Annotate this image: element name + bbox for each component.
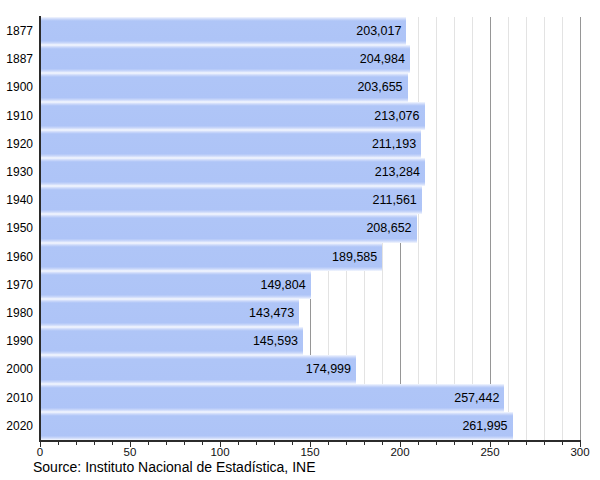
minor-tick bbox=[274, 442, 275, 445]
minor-tick bbox=[508, 442, 509, 445]
bar-row: 261,995 bbox=[40, 412, 580, 440]
bar: 143,473 bbox=[41, 299, 299, 327]
minor-tick bbox=[328, 442, 329, 445]
bar: 213,076 bbox=[41, 102, 425, 130]
bar-row: 208,652 bbox=[40, 214, 580, 242]
y-axis-label: 1920 bbox=[0, 130, 33, 158]
bar-value-label: 208,652 bbox=[366, 214, 411, 242]
y-axis-label: 1887 bbox=[0, 45, 33, 73]
y-axis-label: 1990 bbox=[0, 327, 33, 355]
bar: 208,652 bbox=[41, 214, 417, 242]
x-axis-tick-label: 100 bbox=[210, 446, 229, 458]
minor-tick bbox=[256, 442, 257, 445]
bar-row: 203,017 bbox=[40, 17, 580, 45]
y-axis-label: 1910 bbox=[0, 102, 33, 130]
x-axis-tick-label: 300 bbox=[570, 446, 589, 458]
bar-value-label: 149,804 bbox=[260, 271, 305, 299]
bar-value-label: 203,017 bbox=[356, 17, 401, 45]
bar: 257,442 bbox=[41, 384, 504, 412]
bar-row: 204,984 bbox=[40, 45, 580, 73]
bar-value-label: 257,442 bbox=[454, 384, 499, 412]
bar-value-label: 213,076 bbox=[374, 102, 419, 130]
bar-row: 143,473 bbox=[40, 299, 580, 327]
bar-value-label: 143,473 bbox=[249, 299, 294, 327]
y-axis-label: 2010 bbox=[0, 384, 33, 412]
x-axis-tick-label: 50 bbox=[124, 446, 137, 458]
minor-tick bbox=[184, 442, 185, 445]
minor-tick bbox=[58, 442, 59, 445]
bar-row: 203,655 bbox=[40, 73, 580, 101]
bar-row: 211,561 bbox=[40, 186, 580, 214]
minor-tick bbox=[454, 442, 455, 445]
bar-row: 257,442 bbox=[40, 384, 580, 412]
source-text: Source: Instituto Nacional de Estadístic… bbox=[33, 459, 315, 475]
bar-value-label: 211,193 bbox=[372, 130, 416, 158]
y-axis-label: 1970 bbox=[0, 271, 33, 299]
minor-tick bbox=[418, 442, 419, 445]
minor-tick bbox=[562, 442, 563, 445]
bar-row: 174,999 bbox=[40, 355, 580, 383]
bar-value-label: 189,585 bbox=[332, 243, 377, 271]
minor-tick bbox=[382, 442, 383, 445]
minor-tick bbox=[526, 442, 527, 445]
population-bar-chart: 1877188719001910192019301940195019601970… bbox=[0, 0, 600, 480]
bar-row: 149,804 bbox=[40, 271, 580, 299]
minor-tick bbox=[238, 442, 239, 445]
bar: 261,995 bbox=[41, 412, 513, 440]
bar: 203,655 bbox=[41, 73, 408, 101]
minor-tick bbox=[472, 442, 473, 445]
minor-tick bbox=[544, 442, 545, 445]
x-axis-tick-label: 200 bbox=[390, 446, 409, 458]
bar-value-label: 204,984 bbox=[360, 45, 405, 73]
minor-tick bbox=[292, 442, 293, 445]
minor-tick bbox=[202, 442, 203, 445]
minor-tick bbox=[76, 442, 77, 445]
bar-row: 213,284 bbox=[40, 158, 580, 186]
y-axis-label: 2000 bbox=[0, 355, 33, 383]
bar-value-label: 211,561 bbox=[373, 186, 417, 214]
x-axis-tick-label: 0 bbox=[37, 446, 43, 458]
bar-row: 213,076 bbox=[40, 102, 580, 130]
major-gridline bbox=[580, 17, 581, 440]
x-axis-tick-label: 250 bbox=[480, 446, 499, 458]
bar-value-label: 203,655 bbox=[357, 73, 402, 101]
bar: 211,561 bbox=[41, 186, 422, 214]
y-axis-label: 1950 bbox=[0, 214, 33, 242]
bar: 174,999 bbox=[41, 355, 356, 383]
y-axis-label: 1940 bbox=[0, 186, 33, 214]
x-axis-tick-label: 150 bbox=[300, 446, 319, 458]
y-axis-line bbox=[39, 16, 41, 441]
bar: 211,193 bbox=[41, 130, 421, 158]
bar-value-label: 213,284 bbox=[375, 158, 420, 186]
x-axis-tick-labels: 050100150200250300 bbox=[40, 446, 580, 460]
minor-tick bbox=[364, 442, 365, 445]
minor-tick bbox=[166, 442, 167, 445]
bar-value-label: 145,593 bbox=[253, 327, 298, 355]
minor-tick bbox=[94, 442, 95, 445]
bar-row: 145,593 bbox=[40, 327, 580, 355]
y-axis-labels: 1877188719001910192019301940195019601970… bbox=[0, 17, 33, 440]
y-axis-label: 1980 bbox=[0, 299, 33, 327]
y-axis-label: 2020 bbox=[0, 412, 33, 440]
minor-tick bbox=[148, 442, 149, 445]
bar: 189,585 bbox=[41, 243, 382, 271]
bar: 203,017 bbox=[41, 17, 406, 45]
minor-tick bbox=[112, 442, 113, 445]
y-axis-label: 1877 bbox=[0, 17, 33, 45]
bar: 213,284 bbox=[41, 158, 425, 186]
bar: 204,984 bbox=[41, 45, 410, 73]
bar: 145,593 bbox=[41, 327, 303, 355]
y-axis-label: 1960 bbox=[0, 243, 33, 271]
y-axis-label: 1900 bbox=[0, 73, 33, 101]
bar-row: 211,193 bbox=[40, 130, 580, 158]
y-axis-label: 1930 bbox=[0, 158, 33, 186]
plot-area: 203,017204,984203,655213,076211,193213,2… bbox=[40, 17, 580, 440]
minor-tick bbox=[346, 442, 347, 445]
bar-row: 189,585 bbox=[40, 243, 580, 271]
bar: 149,804 bbox=[41, 271, 311, 299]
minor-tick bbox=[436, 442, 437, 445]
bar-value-label: 261,995 bbox=[462, 412, 507, 440]
bar-value-label: 174,999 bbox=[306, 355, 351, 383]
